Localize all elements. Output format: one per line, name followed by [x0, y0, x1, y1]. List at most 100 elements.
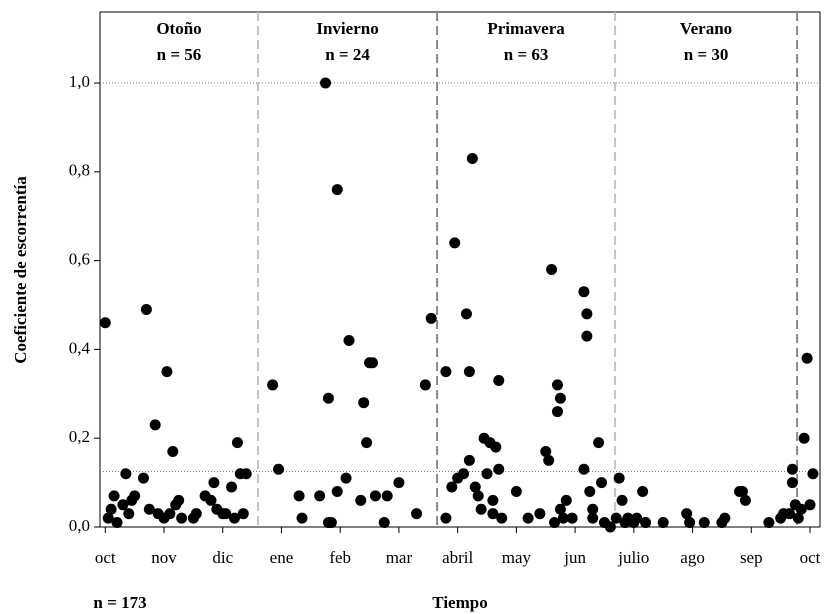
- data-point: [273, 463, 285, 475]
- season-name: Primavera: [487, 19, 565, 38]
- data-point: [481, 468, 493, 480]
- season-count: n = 63: [504, 45, 549, 64]
- data-point: [231, 437, 243, 449]
- data-point: [786, 477, 798, 489]
- data-point: [220, 508, 232, 520]
- data-point: [584, 485, 596, 497]
- data-point: [566, 512, 578, 524]
- data-point: [293, 490, 305, 502]
- data-point: [161, 366, 173, 378]
- data-point: [657, 517, 669, 529]
- data-point: [296, 512, 308, 524]
- data-point: [551, 406, 563, 418]
- data-point: [369, 490, 381, 502]
- data-point: [102, 512, 114, 524]
- data-point: [419, 379, 431, 391]
- data-point: [684, 517, 696, 529]
- data-point: [343, 335, 355, 347]
- data-point: [798, 432, 810, 444]
- plot-frame: [99, 11, 821, 528]
- data-point: [449, 237, 461, 249]
- data-point: [795, 503, 807, 515]
- data-point: [475, 503, 487, 515]
- data-point: [681, 508, 693, 520]
- x-axis-label: Tiempo: [432, 593, 487, 612]
- data-point: [381, 490, 393, 502]
- data-point: [120, 468, 132, 480]
- data-point: [496, 512, 508, 524]
- x-tick-label: oct: [95, 548, 116, 567]
- y-tick-label: 0,2: [69, 427, 90, 446]
- data-point: [446, 481, 458, 493]
- data-point: [361, 437, 373, 449]
- data-point: [487, 508, 499, 520]
- data-point: [554, 392, 566, 404]
- data-point: [493, 463, 505, 475]
- data-point: [557, 512, 569, 524]
- y-tick-label: 0,6: [69, 250, 90, 269]
- season-count: n = 56: [157, 45, 202, 64]
- data-point: [358, 397, 370, 409]
- data-point: [137, 472, 149, 484]
- data-point: [111, 517, 123, 529]
- data-point: [543, 454, 555, 466]
- data-point: [458, 468, 470, 480]
- y-tick-label: 0,8: [69, 161, 90, 180]
- data-point: [99, 317, 111, 329]
- data-point: [719, 512, 731, 524]
- data-point: [164, 508, 176, 520]
- x-tick-label: sep: [740, 548, 763, 567]
- data-point: [149, 419, 161, 431]
- data-point: [786, 463, 798, 475]
- data-point: [237, 508, 249, 520]
- data-point: [613, 472, 625, 484]
- data-point: [320, 77, 332, 89]
- data-point: [616, 494, 628, 506]
- data-point: [736, 485, 748, 497]
- data-point: [792, 512, 804, 524]
- data-point: [546, 264, 558, 275]
- data-point: [487, 494, 499, 506]
- data-point: [554, 503, 566, 515]
- data-point: [472, 490, 484, 502]
- data-point: [331, 184, 343, 196]
- data-point: [440, 512, 452, 524]
- data-point: [549, 517, 561, 529]
- season-count: n = 30: [684, 45, 729, 64]
- data-point: [637, 485, 649, 497]
- data-point: [167, 446, 179, 458]
- x-tick-label: feb: [329, 548, 351, 567]
- x-tick-label: jun: [563, 548, 586, 567]
- data-point: [108, 490, 120, 502]
- data-point: [208, 477, 220, 489]
- data-point: [123, 508, 135, 520]
- data-point: [190, 508, 202, 520]
- data-point: [228, 512, 240, 524]
- x-tick-label: ago: [680, 548, 705, 567]
- data-point: [587, 503, 599, 515]
- data-point: [314, 490, 326, 502]
- data-point: [425, 312, 437, 324]
- data-point: [205, 494, 217, 506]
- data-point: [463, 454, 475, 466]
- data-point: [143, 503, 155, 515]
- data-point: [510, 485, 522, 497]
- data-point: [490, 441, 502, 453]
- data-point: [267, 379, 279, 391]
- x-tick-label: nov: [151, 548, 177, 567]
- data-point: [331, 485, 343, 497]
- data-point: [522, 512, 534, 524]
- data-point: [593, 437, 605, 449]
- x-tick-label: julio: [617, 548, 649, 567]
- data-point: [581, 308, 593, 320]
- data-point: [783, 508, 795, 520]
- data-point: [698, 517, 710, 529]
- data-point: [739, 494, 751, 506]
- data-point: [463, 366, 475, 378]
- data-point: [534, 508, 546, 520]
- data-point: [578, 286, 590, 298]
- data-point: [610, 512, 622, 524]
- data-point: [355, 494, 367, 506]
